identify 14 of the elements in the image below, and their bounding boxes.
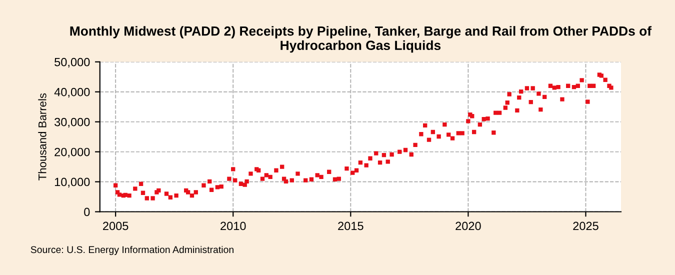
y-tick-label: 0 (84, 208, 90, 216)
chart-title: Monthly Midwest (PADD 2) Receipts by Pipeline, Tanker, Barge and Rail from Other PADDs of Hydrocarbon Gas Liquids (70, 26, 652, 53)
y-tick-label: 10,000 (54, 178, 90, 188)
y-tick-label: 20,000 (54, 148, 90, 158)
y-tick-label: 40,000 (54, 88, 90, 98)
x-tick-label: 2010 (220, 222, 246, 230)
y-axis-title: Thousand Barrels (38, 93, 46, 180)
x-tick-label: 2020 (456, 222, 481, 230)
y-tick-label: 50,000 (54, 58, 90, 68)
x-tick-label: 2015 (338, 222, 364, 230)
x-tick-label: 2005 (103, 222, 128, 230)
source-note: Source: U.S. Energy Information Administration (30, 246, 234, 256)
x-tick-label: 2025 (573, 222, 598, 230)
y-tick-label: 30,000 (54, 118, 90, 128)
